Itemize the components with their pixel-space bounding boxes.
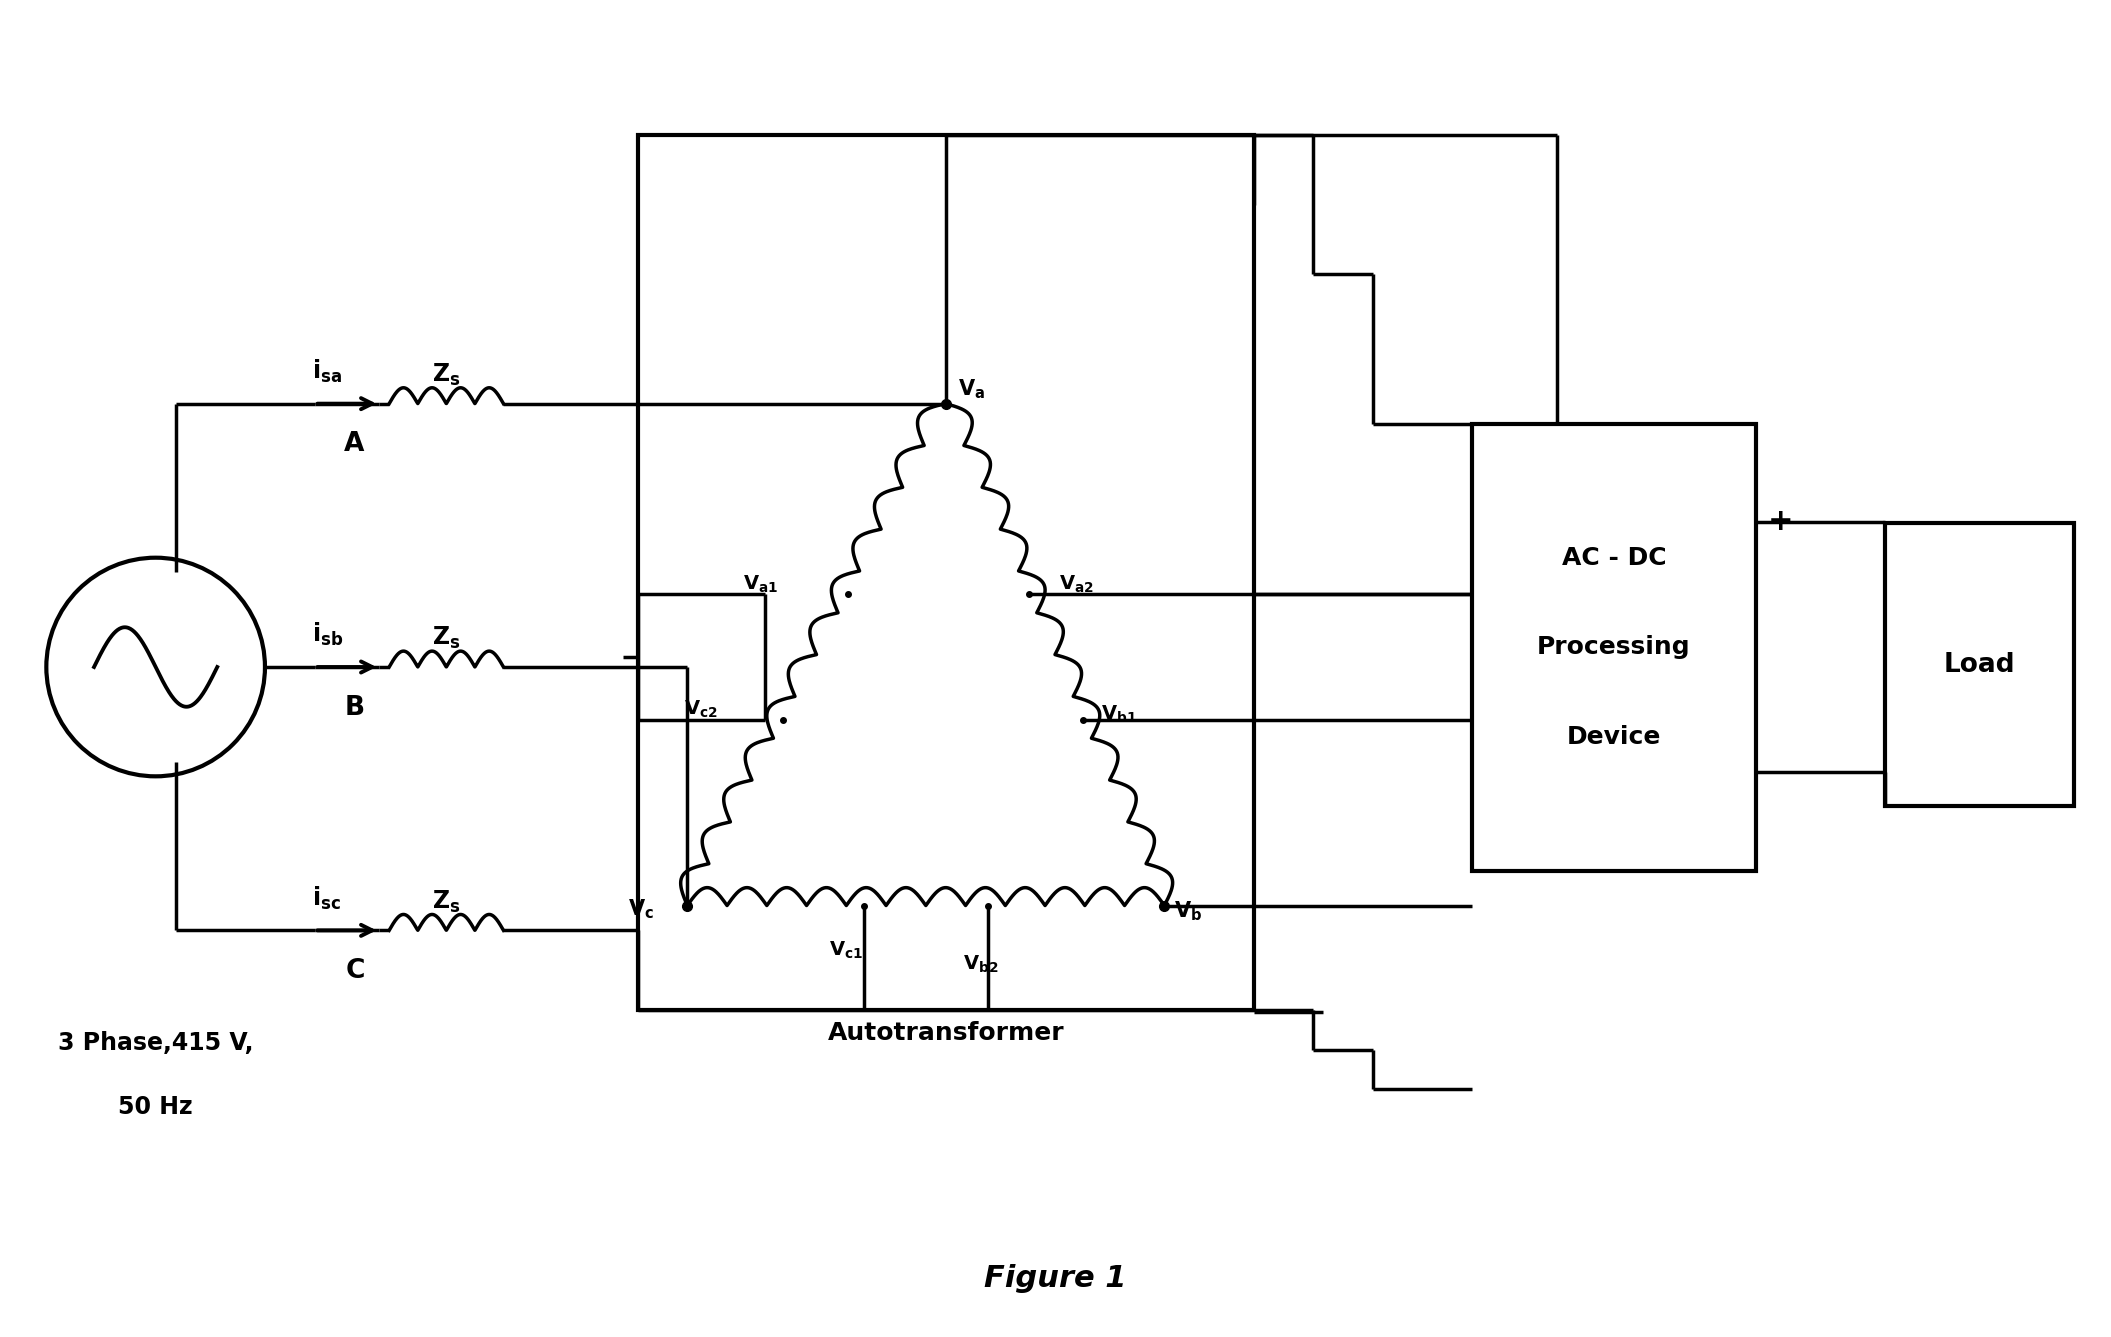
Text: Processing: Processing [1537, 635, 1691, 659]
Bar [638, 135, 1254, 1009]
Bar [1471, 424, 1756, 870]
Text: $\mathbf{V_{a2}}$: $\mathbf{V_{a2}}$ [1058, 574, 1093, 595]
Text: 50 Hz: 50 Hz [118, 1095, 192, 1119]
Text: $-$: $-$ [1767, 758, 1792, 787]
Text: $\mathbf{Z_s}$: $\mathbf{Z_s}$ [431, 362, 460, 388]
Text: $\mathbf{i_{sa}}$: $\mathbf{i_{sa}}$ [312, 358, 342, 385]
Bar [1885, 523, 2073, 806]
Text: $\mathbf{V_{b1}}$: $\mathbf{V_{b1}}$ [1102, 703, 1138, 725]
Text: 3 Phase,415 V,: 3 Phase,415 V, [57, 1031, 253, 1055]
Text: $\mathbf{V_{a1}}$: $\mathbf{V_{a1}}$ [743, 574, 779, 595]
Text: Autotransformer: Autotransformer [828, 1020, 1064, 1044]
Text: Figure 1: Figure 1 [984, 1263, 1127, 1293]
Text: $\mathbf{C}$: $\mathbf{C}$ [344, 959, 365, 984]
Text: Device: Device [1566, 725, 1661, 749]
Text: $\mathbf{V_b}$: $\mathbf{V_b}$ [1174, 900, 1203, 923]
Text: $\mathbf{i_{sc}}$: $\mathbf{i_{sc}}$ [312, 885, 340, 912]
Text: $\mathbf{V_{c2}}$: $\mathbf{V_{c2}}$ [684, 699, 718, 721]
Text: $\mathbf{V_{b2}}$: $\mathbf{V_{b2}}$ [963, 955, 999, 976]
Text: $\mathbf{V_{c1}}$: $\mathbf{V_{c1}}$ [830, 939, 863, 960]
Text: $\mathbf{A}$: $\mathbf{A}$ [344, 432, 365, 457]
Text: $\mathbf{i_{sb}}$: $\mathbf{i_{sb}}$ [312, 622, 342, 648]
Text: Load: Load [1944, 651, 2016, 678]
Text: AC - DC: AC - DC [1562, 545, 1666, 570]
Text: $\mathbf{V_a}$: $\mathbf{V_a}$ [958, 378, 984, 401]
Text: $\mathbf{Z_s}$: $\mathbf{Z_s}$ [431, 889, 460, 915]
Text: $\mathbf{V_c}$: $\mathbf{V_c}$ [627, 897, 654, 921]
Text: +: + [1767, 508, 1792, 536]
Text: $\mathbf{B}$: $\mathbf{B}$ [344, 695, 365, 721]
Text: $\mathbf{Z_s}$: $\mathbf{Z_s}$ [431, 626, 460, 651]
